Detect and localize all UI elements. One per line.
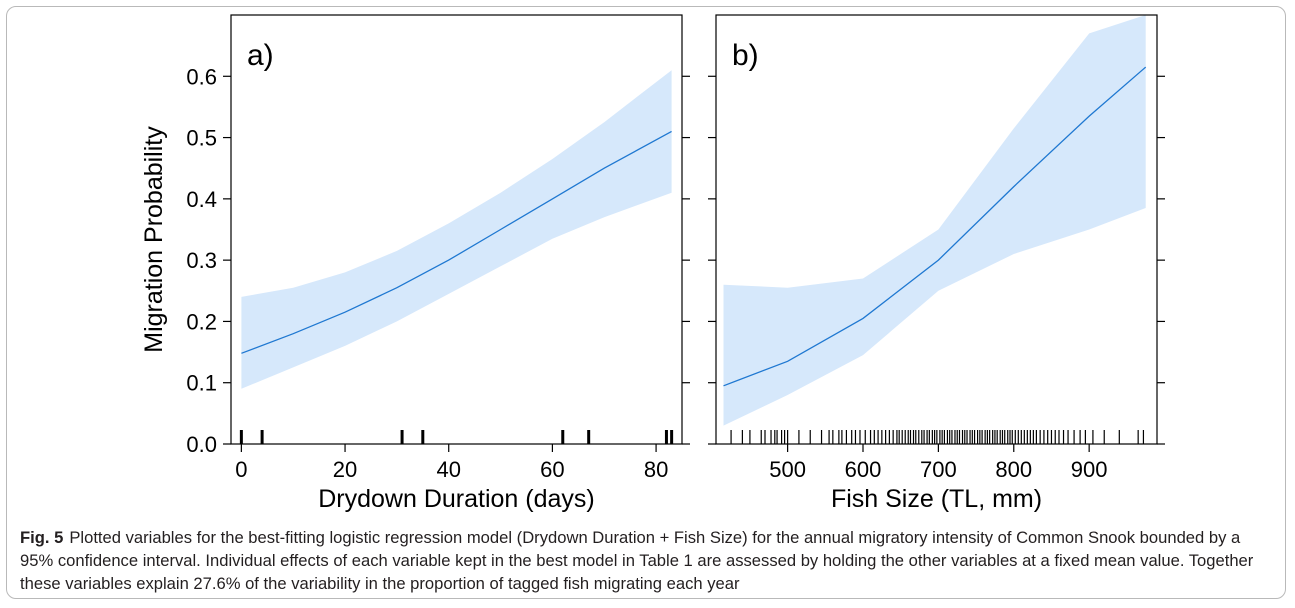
- panel-label: b): [732, 39, 759, 72]
- x-axis-label: Fish Size (TL, mm): [831, 485, 1042, 513]
- figure-caption-text: Plotted variables for the best-fitting l…: [20, 528, 1254, 593]
- fitted-line: [723, 66, 1147, 387]
- x-tick-label: 600: [845, 457, 882, 482]
- y-tick-label: 0.1: [186, 371, 217, 396]
- panel-label: a): [247, 39, 274, 72]
- figure-frame: [6, 6, 1286, 599]
- figure-caption: Fig. 5 Plotted variables for the best-fit…: [20, 526, 1275, 595]
- x-tick-label: 700: [920, 457, 957, 482]
- y-tick-label: 0.3: [186, 248, 217, 273]
- fitted-line: [241, 130, 672, 354]
- x-tick-label: 900: [1071, 457, 1108, 482]
- plot-frame: [230, 14, 683, 445]
- plot-frame: [715, 14, 1158, 445]
- confidence-band: [241, 70, 672, 389]
- x-tick-label: 80: [644, 457, 668, 482]
- x-tick-label: 60: [540, 457, 564, 482]
- y-axis-label: Migration Probability: [140, 126, 168, 353]
- figure-label: Fig. 5: [20, 528, 64, 547]
- figure-plots: 0.0 0.1 0.2 0.3 0.4 0.5 0.6 0 20 40 60 80 a) Drydown …: [140, 14, 1165, 513]
- x-tick-label: 800: [995, 457, 1032, 482]
- x-tick-label: 0: [235, 457, 247, 482]
- x-axis-label: Drydown Duration (days): [318, 485, 595, 513]
- panel-b: 500 600 700 800 900 b) Fish Size (TL, mm): [708, 14, 1165, 513]
- y-tick-label: 0.2: [186, 309, 217, 334]
- x-tick-label: 20: [333, 457, 357, 482]
- x-tick-label: 500: [769, 457, 806, 482]
- y-tick-label: 0.0: [186, 432, 217, 457]
- panel-a: 0.0 0.1 0.2 0.3 0.4 0.5 0.6 0 20 40 60 80 a) Drydown …: [140, 14, 690, 513]
- y-tick-label: 0.6: [186, 64, 217, 89]
- y-tick-label: 0.4: [186, 187, 217, 212]
- confidence-band: [723, 15, 1146, 426]
- x-tick-label: 40: [436, 457, 460, 482]
- y-tick-label: 0.5: [186, 126, 217, 151]
